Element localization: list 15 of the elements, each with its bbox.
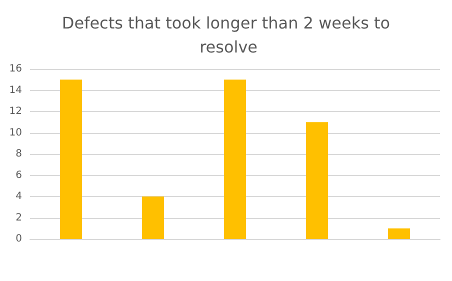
y-tick-label: 16 [9,64,22,74]
chart-title: Defects that took longer than 2 weeks to resolve [62,14,390,56]
bar [142,196,164,239]
bar [388,228,410,239]
y-tick-label: 12 [9,106,22,117]
bar [60,80,82,239]
y-tick-label: 2 [16,212,22,224]
y-tick-label: 14 [9,84,22,96]
y-tick-label: 8 [16,148,22,160]
bar [224,80,246,239]
y-tick-label: 10 [9,127,22,138]
y-tick-label: 0 [16,234,22,244]
bar [306,122,328,239]
y-tick-label: 6 [16,170,22,181]
y-tick-label: 4 [16,191,22,202]
